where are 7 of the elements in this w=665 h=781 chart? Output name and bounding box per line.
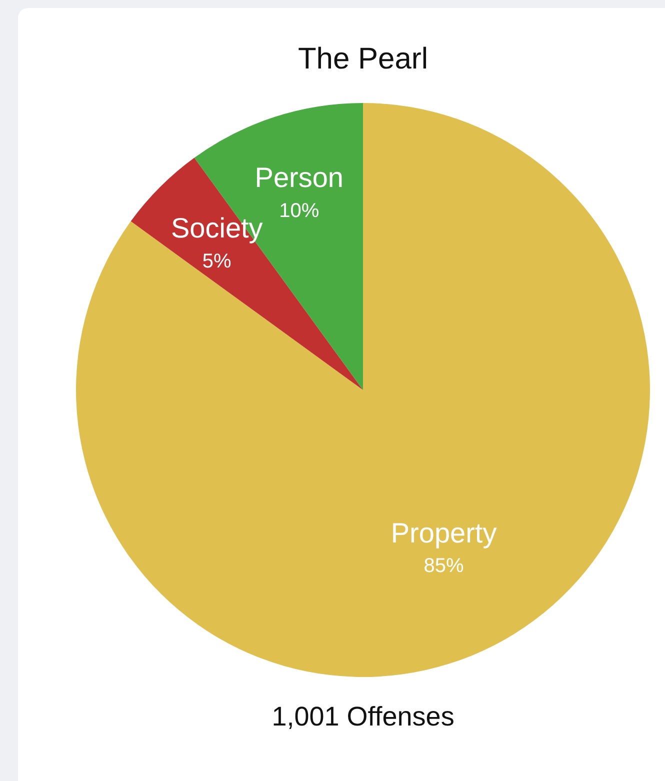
data-label: 5% bbox=[202, 250, 232, 272]
slice-label: Property bbox=[390, 517, 497, 548]
slice-label: Person bbox=[254, 162, 344, 194]
data-label: 10% bbox=[279, 200, 320, 222]
chart-title: The Pearl bbox=[298, 42, 428, 76]
data-label: 85% bbox=[424, 555, 464, 578]
text: 1,001 Offenses bbox=[272, 701, 454, 732]
